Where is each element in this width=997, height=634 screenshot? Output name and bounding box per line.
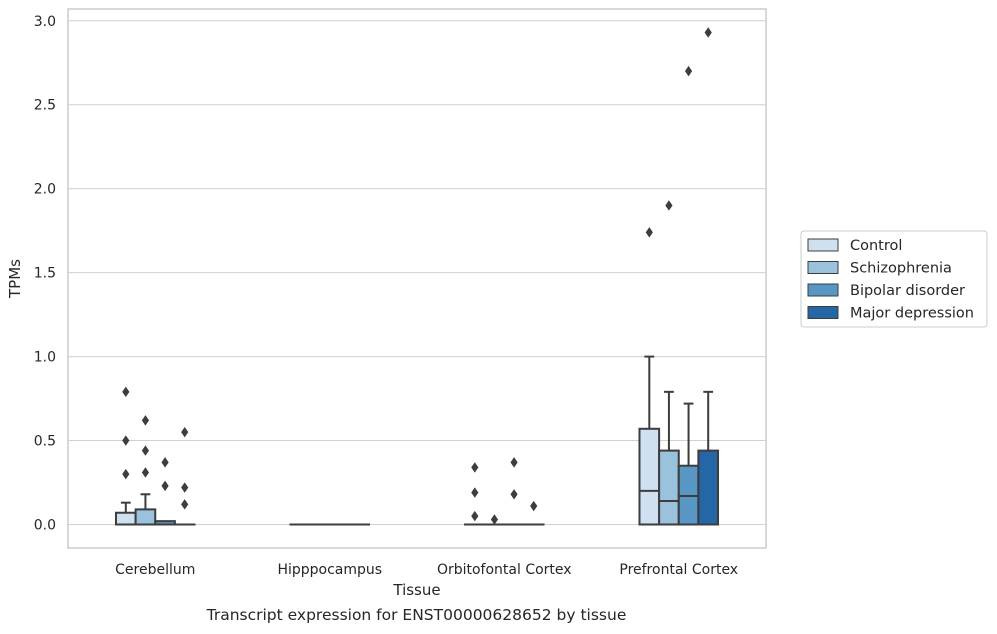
plot-area-frame [67, 8, 767, 549]
box [134, 508, 157, 526]
outlier-points [122, 27, 712, 525]
legend-swatch [807, 261, 839, 274]
box-0-3 [638, 355, 661, 526]
legend-swatch [807, 283, 839, 297]
x-tick-label: Hipppocampus [277, 562, 382, 578]
outlier-point [471, 462, 479, 473]
x-tick-label: Prefrontal Cortex [619, 562, 738, 578]
outlier-point [122, 435, 130, 446]
gridlines [68, 20, 766, 525]
outlier-point [490, 514, 499, 525]
outlier-point [510, 489, 518, 500]
y-tick-label: 2.0 [34, 182, 56, 198]
outlier-point [181, 482, 189, 493]
x-axis-label: Tissue [392, 581, 440, 599]
outlier-point [181, 499, 189, 510]
y-tick-label: 0.5 [34, 434, 56, 450]
x-tick-label: Cerebellum [115, 562, 195, 578]
box-2-0 [154, 520, 176, 526]
box [658, 449, 680, 526]
legend-entry: Control [850, 238, 902, 254]
y-tick-label: 3.0 [34, 14, 56, 30]
box-series [114, 355, 720, 526]
x-tick-label: Orbitofontal Cortex [437, 562, 572, 578]
outlier-point [684, 65, 693, 77]
box-2-3 [677, 402, 700, 526]
box [697, 449, 720, 526]
outlier-point [141, 415, 150, 426]
legend: Control Schizophrenia Bipolar disorder Majo… [800, 230, 988, 328]
box-3-3 [697, 390, 720, 526]
outlier-point [530, 500, 538, 512]
legend-entry: Schizophrenia [850, 261, 952, 277]
y-tick-label: 1.0 [34, 350, 56, 366]
box [638, 427, 661, 526]
outlier-point [161, 480, 169, 492]
figure-caption: Transcript expression for ENST0000062865… [206, 606, 627, 624]
legend-frame [800, 230, 988, 328]
x-axis-ticks: Cerebellum Hipppocampus Orbitofontal Corte… [115, 562, 738, 578]
outlier-point [665, 200, 673, 211]
outlier-point [510, 457, 518, 468]
outlier-point [161, 457, 169, 468]
legend-entry: Major depression [850, 306, 974, 322]
outlier-point [122, 468, 130, 480]
y-axis-ticks: 0.0 0.5 1.0 1.5 2.0 2.5 3.0 [34, 14, 56, 534]
box [114, 511, 137, 526]
y-tick-label: 2.5 [34, 98, 56, 114]
y-tick-label: 1.5 [34, 266, 56, 282]
outlier-point [122, 386, 130, 398]
legend-swatch [807, 306, 839, 319]
y-axis-label: TPMs [6, 259, 24, 299]
outlier-point [141, 467, 150, 478]
legend-swatch [807, 238, 839, 252]
outlier-point [471, 487, 479, 498]
box-0-0 [114, 501, 137, 526]
legend-entry: Bipolar disorder [850, 283, 965, 299]
box-1-3 [658, 390, 680, 526]
outlier-point [141, 445, 150, 456]
outlier-point [645, 227, 653, 238]
outlier-point [471, 510, 479, 522]
y-tick-label: 0.0 [34, 517, 56, 533]
outlier-point [704, 27, 712, 38]
outlier-point [181, 426, 189, 438]
box-1-0 [134, 493, 157, 526]
